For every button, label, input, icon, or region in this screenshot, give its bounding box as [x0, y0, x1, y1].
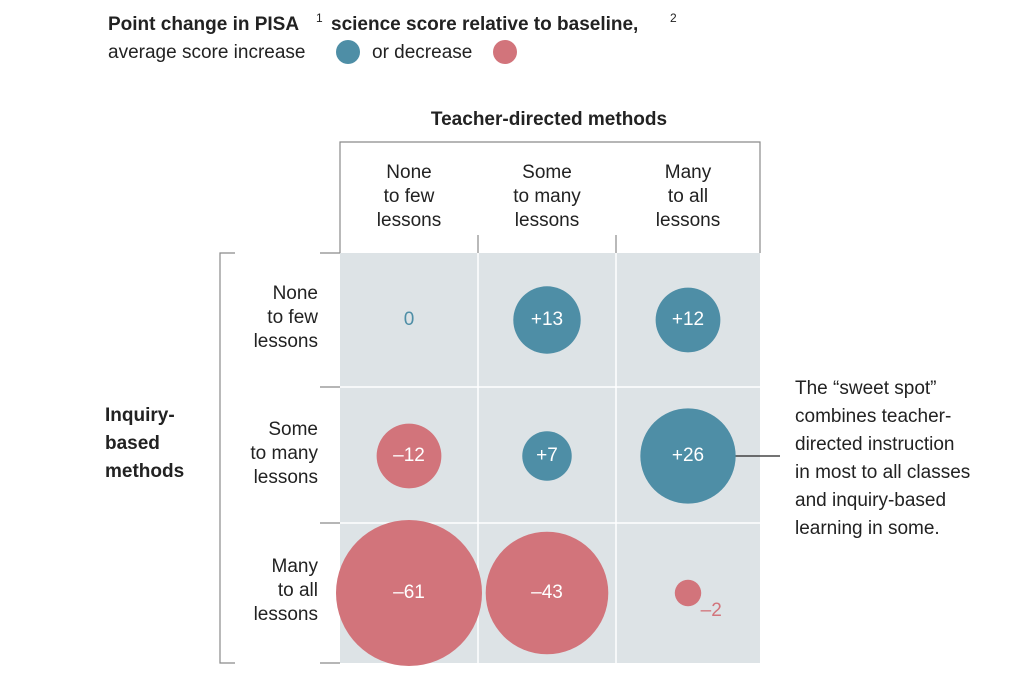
value-label: –12 — [393, 445, 425, 466]
bubble — [655, 287, 721, 353]
row-label: to few — [267, 307, 318, 328]
bubble — [522, 431, 572, 481]
row-title: Inquiry- — [105, 405, 175, 426]
column-label: Many — [665, 162, 712, 183]
column-label: Some — [522, 162, 572, 183]
column-label: to few — [384, 186, 435, 207]
row-label: lessons — [254, 331, 318, 352]
value-label: –61 — [393, 582, 425, 603]
column-label: lessons — [515, 210, 579, 231]
annotation: in most to all classes — [795, 462, 970, 483]
bubble — [674, 579, 702, 607]
row-label: None — [273, 283, 318, 304]
row-title: based — [105, 433, 160, 454]
row-label: to many — [250, 443, 318, 464]
bubble — [640, 408, 736, 504]
bubble — [513, 286, 581, 354]
value-label: –43 — [531, 582, 563, 603]
column-label: lessons — [377, 210, 441, 231]
column-title: Teacher-directed methods — [431, 109, 667, 130]
legend-swatch — [493, 40, 517, 64]
value-label: 0 — [404, 309, 415, 330]
annotation: combines teacher- — [795, 406, 951, 427]
column-label: None — [386, 162, 431, 183]
bubble — [376, 423, 442, 489]
value-label: +7 — [536, 445, 558, 466]
annotation: The “sweet spot” — [795, 378, 937, 399]
bubble — [485, 531, 609, 655]
column-label: to all — [668, 186, 708, 207]
column-label: to many — [513, 186, 581, 207]
legend-label: or decrease — [372, 42, 472, 63]
annotation: and inquiry-based — [795, 490, 946, 511]
row-label: to all — [278, 580, 318, 601]
value-label: +12 — [672, 309, 704, 330]
brackets — [219, 141, 780, 664]
annotation: learning in some. — [795, 518, 940, 539]
chart-title: Point change in PISA — [108, 14, 299, 35]
row-title: methods — [105, 461, 184, 482]
row-label: Some — [268, 419, 318, 440]
legend-label: average score increase — [108, 42, 306, 63]
legend-swatch — [336, 40, 360, 64]
annotation: directed instruction — [795, 434, 954, 455]
chart-title: science score relative to baseline, — [331, 14, 638, 35]
value-label: +13 — [531, 309, 563, 330]
row-label: lessons — [254, 604, 318, 625]
value-label: +26 — [672, 445, 704, 466]
footnote-marker: 1 — [316, 11, 323, 25]
value-label: –2 — [701, 600, 722, 621]
row-label: Many — [272, 556, 319, 577]
footnote-marker: 2 — [670, 11, 677, 25]
column-label: lessons — [656, 210, 720, 231]
row-label: lessons — [254, 467, 318, 488]
bubble — [336, 520, 482, 666]
